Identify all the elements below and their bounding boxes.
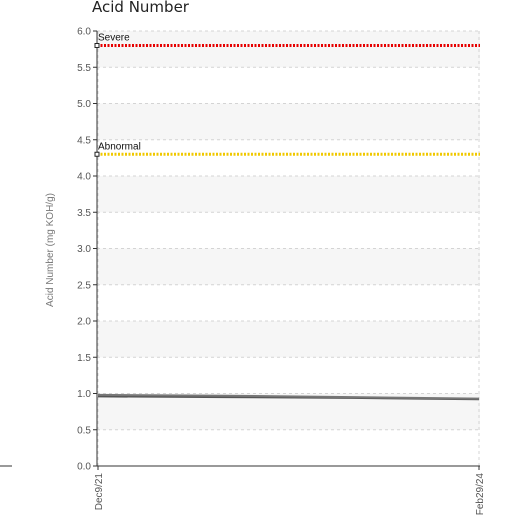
- y-axis-ticks: 0.0 0.5 1.0 1.5 2.0 2.5 3.0 3.5 4.0 4.5 5.0 5.5 6.0: [77, 27, 97, 473]
- y-tick-label: 2.0: [77, 317, 91, 328]
- y-tick-label: 3.0: [77, 244, 91, 255]
- threshold-lines: Severe Abnormal: [94, 33, 480, 157]
- x-axis-ticks: Dec9/21 Feb29/24: [94, 466, 486, 515]
- plot-band: [97, 31, 480, 68]
- y-tick-label: 5.5: [77, 63, 91, 74]
- plot-band: [97, 321, 480, 358]
- y-tick-label: 0.5: [77, 425, 91, 436]
- y-tick-label: 1.0: [77, 389, 91, 400]
- y-tick-label: 4.5: [77, 135, 91, 146]
- plot-background: [97, 31, 480, 430]
- data-series: [97, 393, 480, 401]
- y-tick-label: 2.5: [77, 280, 91, 291]
- y-tick-label: 6.0: [77, 27, 91, 38]
- plot-band: [97, 248, 480, 285]
- y-tick-label: 0.0: [77, 462, 91, 473]
- y-axis-label: Acid Number (mg KOH/g): [45, 193, 56, 307]
- y-tick-label: 4.0: [77, 172, 91, 183]
- threshold-marker: [94, 151, 100, 157]
- series-line-2: [97, 393, 480, 400]
- threshold-label-abnormal: Abnormal: [98, 141, 141, 152]
- chart-title: Acid Number: [92, 0, 190, 16]
- threshold-label-severe: Severe: [98, 33, 130, 44]
- y-tick-label: 3.5: [77, 208, 91, 219]
- plot-band: [97, 176, 480, 213]
- y-tick-label: 1.5: [77, 353, 91, 364]
- x-tick-label: Dec9/21: [94, 473, 105, 511]
- x-tick-label: Feb29/24: [475, 473, 486, 516]
- threshold-marker: [94, 43, 100, 48]
- plot-band: [97, 103, 480, 140]
- y-tick-label: 5.0: [77, 99, 91, 110]
